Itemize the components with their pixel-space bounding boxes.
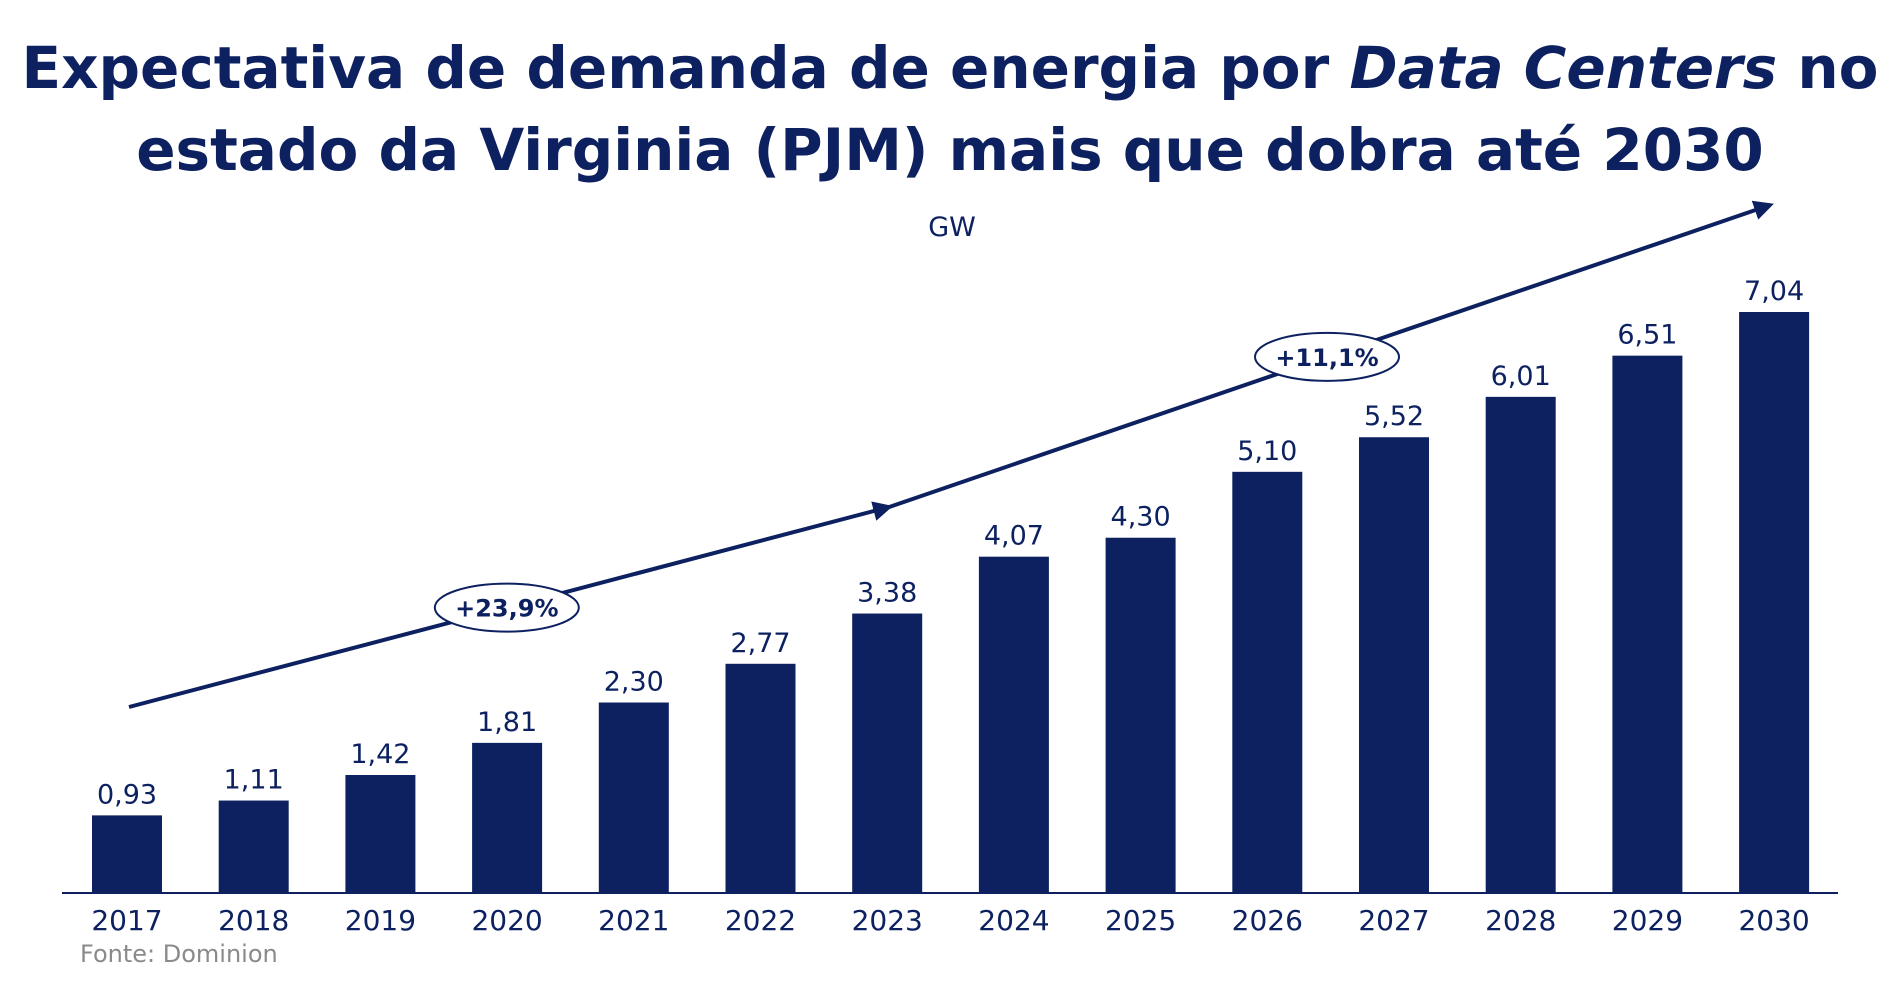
unit-label: GW: [928, 212, 976, 243]
title-text-start: Expectativa de demanda de energia por: [21, 34, 1349, 102]
bar-2027: [1359, 437, 1429, 892]
bar-2018: [218, 800, 289, 892]
x-tick-label-2019: 2019: [345, 904, 416, 937]
bar-2017: [92, 815, 162, 892]
x-tick-label-2030: 2030: [1738, 904, 1809, 937]
value-label-2022: 2,77: [730, 628, 790, 659]
x-tick-label-2021: 2021: [598, 904, 669, 937]
growth-annotation-1: +23,9%: [433, 582, 580, 633]
growth-annotation-label: +11,1%: [1275, 344, 1378, 372]
bar-2026: [1232, 471, 1303, 892]
x-tick-label-2029: 2029: [1612, 904, 1683, 937]
bar-2020: [472, 742, 543, 892]
x-tick-labels-group: 2017 2018 2019 2020 2021 2022 2023 2024 2025 2026…: [91, 904, 1809, 937]
value-label-2018: 1,11: [224, 765, 284, 796]
value-label-2021: 2,30: [604, 667, 664, 698]
x-tick-label-2025: 2025: [1105, 904, 1176, 937]
value-label-2017: 0,93: [97, 779, 157, 810]
x-tick-label-2027: 2027: [1358, 904, 1429, 937]
value-labels-group: 0,93 1,11 1,42 1,81 2,30 2,77 3,38 4,07 4,30 5,10…: [97, 276, 1804, 810]
x-tick-label-2023: 2023: [852, 904, 923, 937]
value-label-2019: 1,42: [350, 739, 410, 770]
source-label: Fonte: Dominion: [80, 940, 278, 968]
value-label-2025: 4,30: [1111, 502, 1171, 533]
value-label-2024: 4,07: [984, 521, 1044, 552]
value-label-2026: 5,10: [1237, 436, 1297, 467]
growth-annotation-label: +23,9%: [455, 595, 558, 623]
x-tick-label-2026: 2026: [1232, 904, 1303, 937]
value-label-2028: 6,01: [1491, 361, 1551, 392]
bars-group: [92, 312, 1810, 892]
growth-annotation-ellipse: [433, 582, 580, 633]
bar-2023: [852, 613, 923, 892]
value-label-2023: 3,38: [857, 578, 917, 609]
bar-2025: [1105, 537, 1176, 892]
title-text-end: no: [1777, 34, 1878, 102]
value-label-2027: 5,52: [1364, 401, 1424, 432]
growth-annotation-2: +11,1%: [1254, 331, 1401, 382]
bar-2024: [978, 556, 1049, 892]
bar-2019: [345, 775, 416, 892]
bar-2028: [1485, 396, 1556, 892]
x-tick-label-2020: 2020: [471, 904, 542, 937]
chart-title-line-1: Expectativa de demanda de energia por Da…: [21, 34, 1878, 102]
x-tick-label-2018: 2018: [218, 904, 289, 937]
growth-annotation-ellipse: [1254, 331, 1401, 382]
x-tick-label-2028: 2028: [1485, 904, 1556, 937]
bar-2030: [1739, 312, 1810, 892]
title-text-italic: Data Centers: [1349, 34, 1777, 102]
x-tick-label-2022: 2022: [725, 904, 796, 937]
x-tick-label-2024: 2024: [978, 904, 1049, 937]
bar-2022: [725, 663, 796, 892]
chart-title-line-2: estado da Virginia (PJM) mais que dobra …: [136, 116, 1764, 184]
value-label-2029: 6,51: [1617, 320, 1677, 351]
growth-annotations-group: +23,9% +11,1%: [433, 331, 1401, 633]
value-label-2020: 1,81: [477, 707, 537, 738]
x-tick-label-2017: 2017: [91, 904, 162, 937]
bar-2021: [598, 702, 669, 892]
bar-2029: [1612, 355, 1683, 892]
value-label-2030: 7,04: [1744, 276, 1804, 307]
